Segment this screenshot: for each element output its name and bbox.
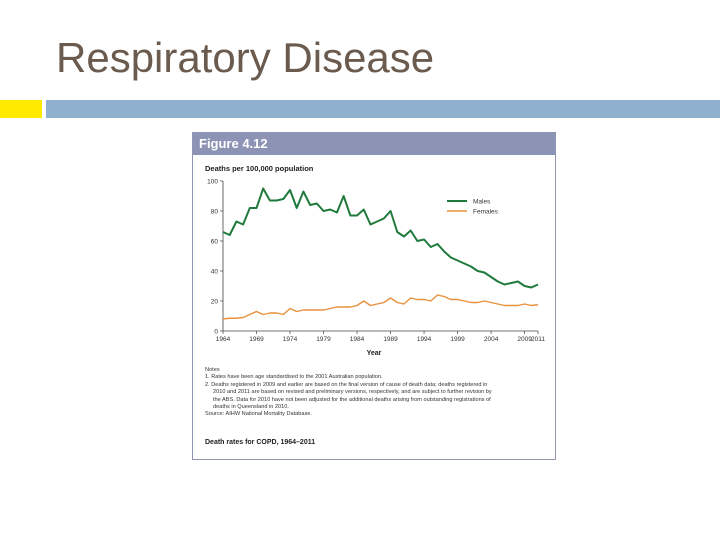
y-tick-label: 0 — [214, 329, 218, 336]
legend-label-females: Females — [473, 209, 499, 216]
x-tick-label: 1999 — [450, 336, 465, 343]
legend-label-males: Males — [473, 199, 491, 206]
x-tick-label: 2004 — [484, 336, 499, 343]
x-tick-label: 1969 — [249, 336, 264, 343]
x-tick-label: 2009 — [517, 336, 532, 343]
y-tick-label: 60 — [211, 239, 219, 246]
note-line-5: deaths in Queensland in 2010. — [213, 404, 289, 411]
note-line-1: 1. Rates have been age standardised to t… — [205, 374, 383, 381]
note-line-2: 2. Deaths registered in 2009 and earlier… — [205, 381, 488, 388]
y-tick-label: 100 — [207, 179, 218, 186]
series-line-males — [222, 187, 539, 289]
x-tick-label: 1979 — [316, 336, 331, 343]
y-tick-label: 80 — [211, 209, 219, 216]
series-line-females — [222, 294, 539, 320]
figure-header: Figure 4.12 — [193, 133, 555, 155]
copd-death-rate-chart: Deaths per 100,000 population 0 20 40 60 80 1… — [205, 164, 545, 357]
x-tick-label: 1964 — [216, 336, 231, 343]
figure-panel: Figure 4.12 Deaths per 100,000 populatio… — [192, 132, 556, 460]
source-line: Source: AIHW National Mortality Database… — [205, 411, 312, 418]
accent-bar-blue — [46, 100, 720, 118]
x-tick-label: 1989 — [383, 336, 398, 343]
x-tick-label: 1994 — [417, 336, 432, 343]
y-tick-label: 20 — [211, 299, 219, 306]
x-tick-label: 1974 — [283, 336, 298, 343]
figure-notes: Notes 1. Rates have been age standardise… — [205, 367, 541, 419]
figure-label: Figure 4.12 — [199, 136, 268, 151]
figure-caption: Death rates for COPD, 1964–2011 — [205, 439, 316, 446]
slide-title: Respiratory Disease — [56, 34, 435, 81]
note-line-4: the ABS. Data for 2010 have not been adj… — [213, 396, 491, 403]
accent-bar-yellow — [0, 100, 42, 118]
notes-heading: Notes — [205, 367, 220, 373]
y-tick-label: 40 — [211, 269, 219, 276]
x-tick-label: 2011 — [531, 336, 545, 343]
x-tick-label: 1984 — [350, 336, 365, 343]
note-line-3: 2010 and 2011 are based on revised and p… — [213, 389, 492, 396]
y-axis-label: Deaths per 100,000 population — [205, 164, 314, 173]
x-axis-label: Year — [367, 350, 382, 357]
